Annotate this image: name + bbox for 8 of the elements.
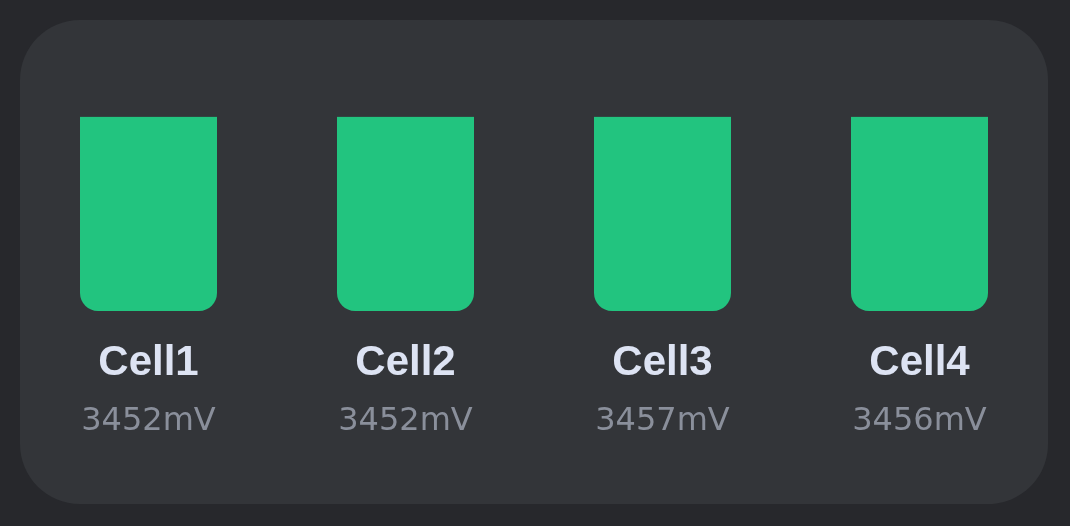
x-tick-label: Cell1 (98, 337, 199, 384)
x-tick-label: Cell3 (612, 337, 713, 384)
text: 3456mV (852, 400, 987, 438)
x-tick-label: Cell2 (355, 337, 456, 384)
text: 3452mV (338, 400, 473, 438)
x-tick-label: Cell4 (869, 337, 971, 384)
text: 3452mV (81, 400, 216, 438)
text: 3457mV (595, 400, 730, 438)
